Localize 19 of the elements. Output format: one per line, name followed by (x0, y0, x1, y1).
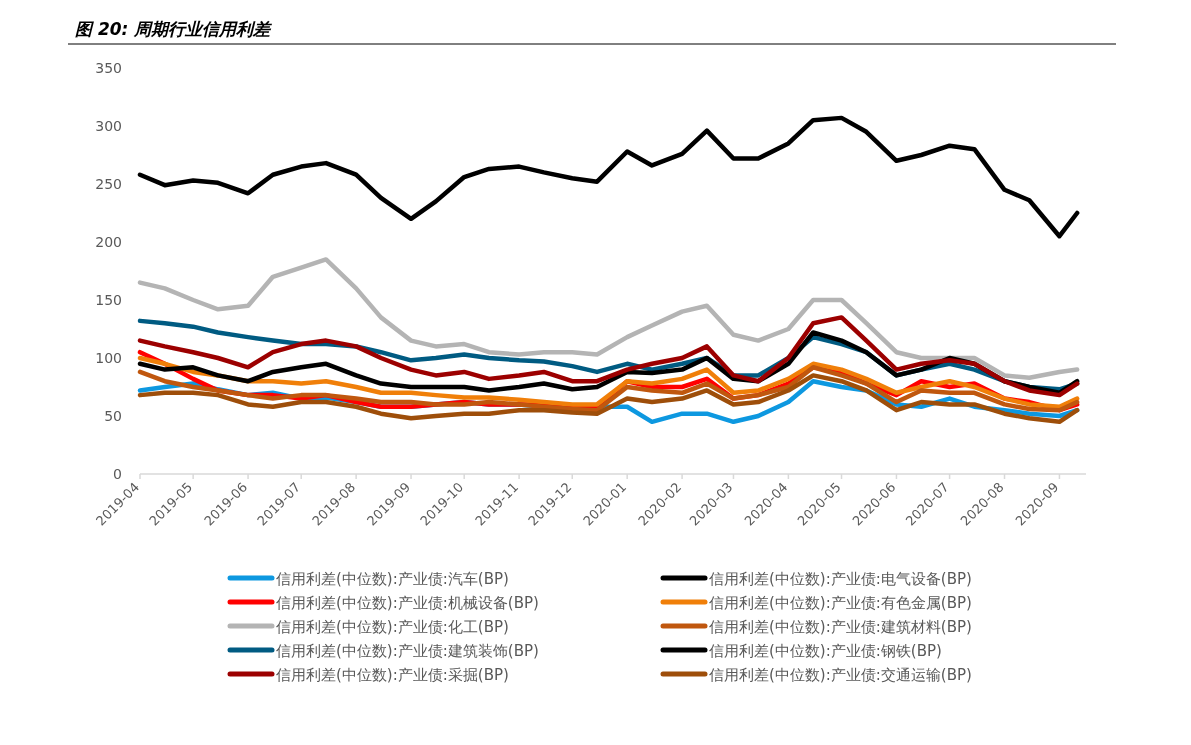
legend-label: 信用利差(中位数):产业债:建筑装饰(BP) (276, 642, 539, 660)
legend-label: 信用利差(中位数):产业债:电气设备(BP) (709, 570, 972, 588)
legend-label: 信用利差(中位数):产业债:交通运输(BP) (709, 666, 972, 684)
chart-title: 图 20: 周期行业信用利差 (75, 19, 274, 39)
y-tick-label: 150 (95, 292, 122, 308)
legend-label: 信用利差(中位数):产业债:化工(BP) (276, 618, 509, 636)
legend-label: 信用利差(中位数):产业债:汽车(BP) (276, 570, 509, 588)
legend-label: 信用利差(中位数):产业债:采掘(BP) (276, 666, 509, 684)
y-tick-label: 300 (95, 118, 122, 134)
y-tick-label: 0 (113, 466, 122, 482)
legend-label: 信用利差(中位数):产业债:钢铁(BP) (709, 642, 942, 660)
y-tick-label: 200 (95, 234, 122, 250)
y-tick-label: 50 (104, 408, 122, 424)
legend-label: 信用利差(中位数):产业债:有色金属(BP) (709, 594, 972, 612)
legend-label: 信用利差(中位数):产业债:建筑材料(BP) (709, 618, 972, 636)
legend-label: 信用利差(中位数):产业债:机械设备(BP) (276, 594, 539, 612)
y-tick-label: 350 (95, 60, 122, 76)
y-tick-label: 100 (95, 350, 122, 366)
y-tick-label: 250 (95, 176, 122, 192)
